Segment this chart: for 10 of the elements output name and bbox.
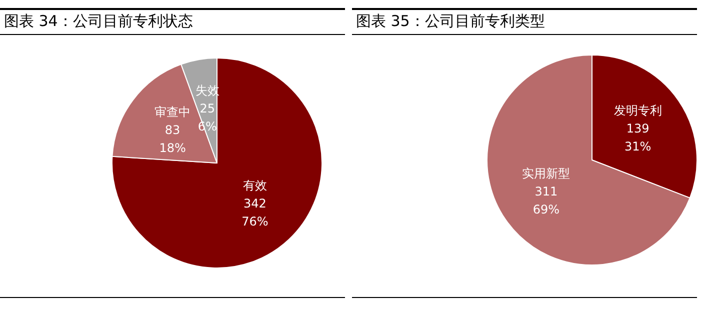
- chart-title: 图表 35：公司目前专利类型: [356, 12, 545, 31]
- slice-label: 审查中: [154, 104, 191, 119]
- slice-label: 实用新型: [522, 166, 570, 180]
- slice-label: 有效: [242, 178, 267, 192]
- data-label: 342 76%: [242, 196, 268, 228]
- chart-title: 图表 34：公司目前专利状态: [4, 12, 193, 31]
- slice-label: 发明专利: [614, 104, 662, 118]
- data-label: 139 31%: [624, 122, 652, 154]
- data-label: 311 69%: [532, 184, 560, 216]
- data-label: 83 18%: [159, 122, 186, 155]
